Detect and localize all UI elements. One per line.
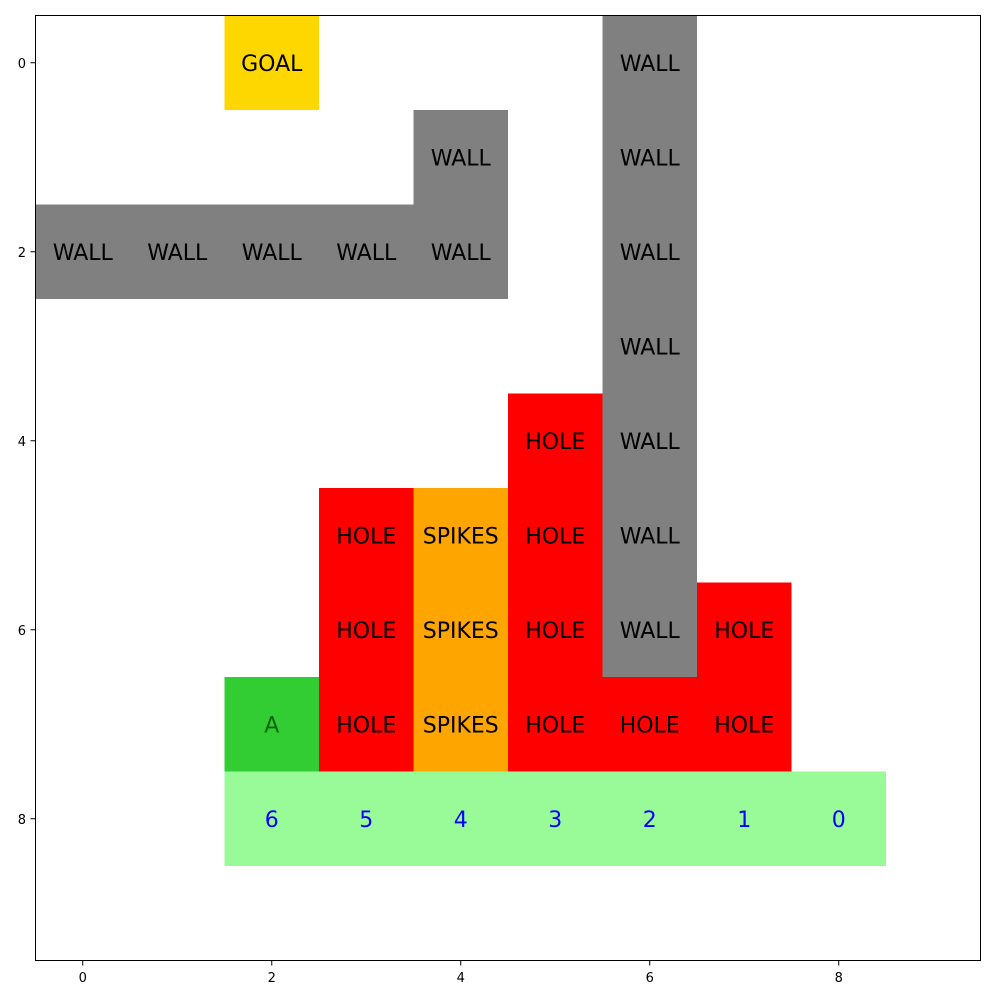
x-tick-label: 0: [79, 971, 87, 986]
trail-label: 6: [265, 808, 279, 833]
spikes-tile: [413, 582, 508, 677]
trail-tile: [602, 771, 697, 866]
y-tick-label: 6: [18, 624, 26, 639]
hole-label: HOLE: [525, 619, 585, 644]
y-tick-label: 0: [18, 57, 26, 72]
wall-label: WALL: [620, 335, 681, 360]
spikes-tile: [413, 488, 508, 583]
y-tick-label: 2: [18, 246, 26, 261]
wall-tile: [602, 582, 697, 677]
trail-tile: [224, 771, 319, 866]
wall-tile: [602, 15, 697, 110]
wall-label: WALL: [431, 146, 492, 171]
wall-label: WALL: [242, 241, 303, 266]
trail-tile: [697, 771, 792, 866]
hole-tile: [697, 677, 792, 772]
wall-label: WALL: [620, 524, 681, 549]
hole-label: HOLE: [525, 524, 585, 549]
spikes-tile: [413, 677, 508, 772]
agent-tile: [224, 677, 319, 772]
hole-label: HOLE: [714, 619, 774, 644]
wall-tile: [602, 204, 697, 299]
spikes-label: SPIKES: [423, 524, 499, 549]
hole-tile: [508, 582, 603, 677]
goal-label: GOAL: [241, 52, 303, 77]
x-tick-label: 6: [646, 971, 654, 986]
wall-tile: [319, 204, 414, 299]
wall-label: WALL: [53, 241, 114, 266]
hole-label: HOLE: [620, 713, 680, 738]
labels-layer: GOAL WALL WALL WALL WALL WALL WALL WALL WALL WALL…: [53, 52, 846, 833]
hole-label: HOLE: [525, 713, 585, 738]
wall-tile: [413, 204, 508, 299]
wall-tile: [130, 204, 225, 299]
wall-tile: [602, 488, 697, 583]
spikes-label: SPIKES: [423, 713, 499, 738]
hole-tile: [319, 582, 414, 677]
trail-label: 1: [737, 808, 751, 833]
trail-label: 2: [643, 808, 657, 833]
y-tick-label: 4: [18, 435, 26, 450]
trail-label: 0: [832, 808, 846, 833]
hole-tile: [319, 677, 414, 772]
hole-label: HOLE: [336, 619, 396, 644]
wall-tile: [35, 204, 130, 299]
trail-tile: [508, 771, 603, 866]
wall-label: WALL: [431, 241, 492, 266]
hole-label: HOLE: [336, 713, 396, 738]
hole-tile: [508, 488, 603, 583]
wall-label: WALL: [620, 619, 681, 644]
y-tick-label: 8: [18, 813, 26, 828]
plot-frame: [35, 15, 981, 961]
wall-tile: [224, 204, 319, 299]
hole-tile: [319, 488, 414, 583]
hole-label: HOLE: [714, 713, 774, 738]
trail-label: 5: [359, 808, 373, 833]
trail-tile: [413, 771, 508, 866]
axis-ticks: 0 2 4 6 8 0 2 4 6 8: [18, 57, 843, 986]
hole-label: HOLE: [336, 524, 396, 549]
x-tick-label: 2: [268, 971, 276, 986]
wall-tile: [602, 110, 697, 205]
trail-label: 3: [548, 808, 562, 833]
hole-tile: [602, 677, 697, 772]
hole-tile: [697, 582, 792, 677]
wall-tile: [413, 110, 508, 205]
wall-label: WALL: [620, 52, 681, 77]
wall-tile: [602, 393, 697, 488]
cells-layer: [35, 15, 886, 866]
wall-label: WALL: [620, 430, 681, 455]
agent-label: A: [264, 713, 279, 738]
wall-label: WALL: [620, 241, 681, 266]
trail-tile: [319, 771, 414, 866]
spikes-label: SPIKES: [423, 619, 499, 644]
goal-tile: [224, 15, 319, 110]
wall-label: WALL: [147, 241, 208, 266]
hole-tile: [508, 677, 603, 772]
trail-label: 4: [454, 808, 468, 833]
hole-tile: [508, 393, 603, 488]
wall-label: WALL: [620, 146, 681, 171]
wall-tile: [602, 299, 697, 394]
wall-label: WALL: [336, 241, 397, 266]
hole-label: HOLE: [525, 430, 585, 455]
trail-tile: [791, 771, 886, 866]
x-tick-label: 8: [835, 971, 843, 986]
x-tick-label: 4: [457, 971, 465, 986]
